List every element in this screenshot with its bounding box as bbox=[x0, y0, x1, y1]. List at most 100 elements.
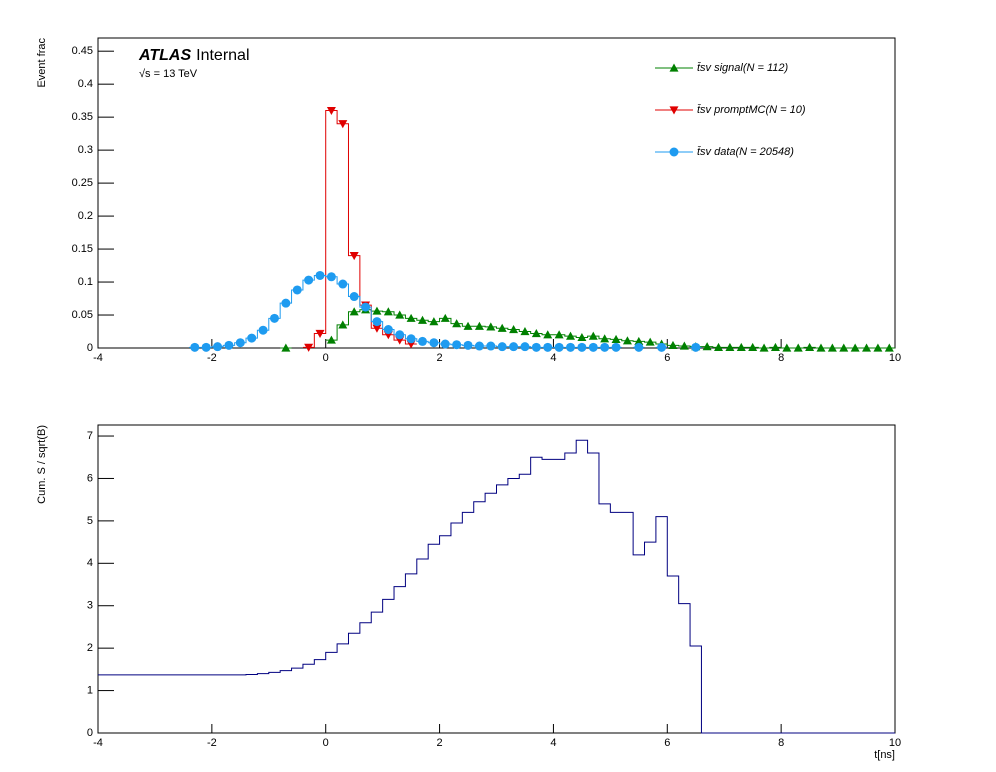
marker bbox=[304, 275, 314, 285]
marker bbox=[839, 343, 849, 352]
marker bbox=[554, 330, 564, 339]
marker bbox=[520, 327, 530, 336]
marker bbox=[463, 321, 473, 330]
marker bbox=[600, 334, 610, 343]
marker bbox=[315, 329, 325, 338]
y-tick-label: 0 bbox=[87, 727, 93, 739]
y-tick-label: 0.05 bbox=[72, 309, 93, 321]
marker bbox=[452, 319, 462, 328]
marker bbox=[531, 328, 541, 338]
x-tick-label: 2 bbox=[437, 352, 443, 364]
marker bbox=[588, 331, 598, 340]
marker bbox=[406, 313, 416, 322]
marker bbox=[486, 322, 496, 331]
marker bbox=[611, 342, 621, 352]
x-tick-label: 10 bbox=[889, 352, 901, 364]
y-axis-label: Event frac bbox=[36, 38, 48, 88]
marker bbox=[509, 325, 519, 334]
x-tick-label: -4 bbox=[93, 737, 103, 749]
marker bbox=[201, 342, 211, 352]
y-tick-label: 0.2 bbox=[78, 210, 93, 222]
marker bbox=[338, 120, 348, 129]
y-tick-label: 1 bbox=[87, 684, 93, 696]
x-tick-label: 0 bbox=[323, 737, 329, 749]
marker bbox=[440, 339, 450, 349]
marker bbox=[497, 323, 507, 332]
marker bbox=[805, 342, 815, 351]
legend-label: t̄sv promptMC(N = 10) bbox=[697, 104, 806, 116]
marker bbox=[224, 340, 234, 350]
y-tick-label: 0.1 bbox=[78, 276, 93, 288]
marker bbox=[531, 342, 541, 352]
marker bbox=[383, 307, 393, 316]
x-tick-label: -2 bbox=[207, 737, 217, 749]
y-tick-label: 0.25 bbox=[72, 177, 93, 189]
marker bbox=[417, 336, 427, 346]
x-tick-label: 6 bbox=[664, 352, 670, 364]
y-tick-label: 4 bbox=[87, 557, 93, 569]
marker bbox=[349, 307, 359, 316]
marker bbox=[258, 325, 268, 335]
x-tick-label: 2 bbox=[437, 737, 443, 749]
marker bbox=[417, 315, 427, 324]
y-axis-label: Cum. S / sqrt(B) bbox=[36, 425, 48, 504]
marker bbox=[657, 342, 667, 352]
histogram-line bbox=[189, 274, 702, 348]
x-tick-label: 8 bbox=[778, 737, 784, 749]
atlas-status: Internal bbox=[196, 47, 249, 64]
marker bbox=[406, 334, 416, 344]
marker bbox=[474, 341, 484, 351]
marker bbox=[679, 341, 689, 350]
x-axis-label: t[ns] bbox=[874, 749, 895, 761]
marker bbox=[611, 334, 621, 344]
marker bbox=[577, 332, 587, 342]
x-tick-label: 10 bbox=[889, 737, 901, 749]
marker bbox=[702, 342, 712, 351]
marker bbox=[486, 341, 496, 351]
y-tick-label: 0.15 bbox=[72, 243, 93, 255]
marker bbox=[634, 336, 644, 346]
plot-frame bbox=[97, 424, 896, 734]
marker bbox=[338, 320, 348, 329]
marker bbox=[395, 310, 405, 319]
marker bbox=[372, 317, 382, 327]
x-tick-label: 4 bbox=[550, 352, 556, 364]
marker bbox=[304, 343, 314, 352]
marker bbox=[554, 342, 564, 352]
marker bbox=[862, 343, 872, 352]
marker bbox=[793, 343, 803, 352]
y-tick-label: 0.3 bbox=[78, 144, 93, 156]
y-tick-label: 0.4 bbox=[78, 78, 93, 90]
marker bbox=[281, 298, 291, 308]
marker bbox=[566, 331, 576, 340]
marker bbox=[474, 321, 484, 330]
marker bbox=[543, 342, 553, 352]
marker bbox=[645, 337, 655, 346]
histogram-line bbox=[302, 110, 417, 348]
marker bbox=[497, 342, 507, 352]
marker bbox=[577, 342, 587, 352]
marker bbox=[349, 292, 359, 302]
marker bbox=[714, 342, 724, 351]
atlas-label: ATLAS bbox=[138, 47, 191, 64]
marker bbox=[372, 324, 382, 333]
y-tick-label: 3 bbox=[87, 600, 93, 612]
marker bbox=[748, 342, 758, 351]
y-tick-label: 0.35 bbox=[72, 111, 93, 123]
marker bbox=[850, 343, 860, 352]
y-tick-label: 0.45 bbox=[72, 45, 93, 57]
marker bbox=[509, 342, 519, 352]
marker bbox=[770, 342, 780, 351]
marker bbox=[395, 330, 405, 340]
marker bbox=[566, 342, 576, 352]
marker bbox=[429, 317, 439, 326]
marker bbox=[292, 285, 302, 295]
legend-label: t̄sv signal(N = 112) bbox=[697, 62, 789, 74]
marker bbox=[782, 343, 792, 352]
histogram-line bbox=[98, 439, 895, 734]
marker bbox=[691, 342, 701, 352]
x-tick-label: 0 bbox=[323, 352, 329, 364]
marker bbox=[669, 63, 679, 72]
y-tick-label: 0 bbox=[87, 342, 93, 354]
